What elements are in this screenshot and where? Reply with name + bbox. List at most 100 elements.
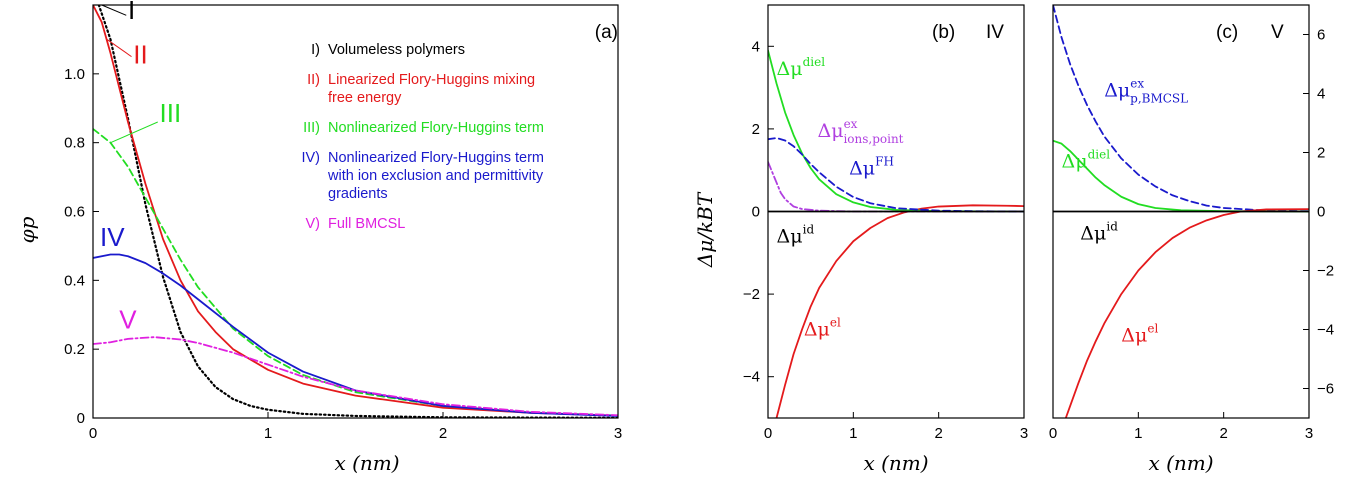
panel-b-y-tick-label: 4 [752, 38, 760, 55]
panel-b: 0 1 2 3 −4 −2 0 2 4 (b) IV Δμ/kBT x (nm) Δμdiel Δ… [693, 4, 1028, 475]
panel-b-case-label: IV [986, 22, 1004, 43]
legend-text: Nonlinearized Flory-Huggins term [328, 120, 544, 136]
panel-a-legend: I) Volumeless polymers II) Linearized Flory… [301, 42, 544, 232]
legend-key: II) [307, 72, 320, 88]
leader-line-i [101, 4, 127, 16]
legend-text: free energy [328, 90, 402, 106]
curve-label-ii: II [133, 40, 147, 70]
panel-b-plot-area [768, 49, 1024, 418]
panel-b-label-ex-ions-point: Δμex ions,point [817, 117, 903, 146]
panel-a-y-axis-label: φp [15, 216, 39, 243]
panel-c-label-diel: Δμdiel [1062, 147, 1111, 172]
panel-a-label: (a) [595, 22, 618, 43]
legend-text: with ion exclusion and permittivity [327, 168, 544, 184]
panel-c-label-el: Δμel [1121, 321, 1158, 346]
panel-c-y-tick-label: 6 [1317, 27, 1325, 44]
leader-line-ii [106, 39, 132, 58]
panel-a-series-iv-line [93, 253, 618, 417]
legend-text: Volumeless polymers [328, 42, 465, 58]
panel-b-x-tick-label: 3 [1020, 425, 1028, 442]
panel-c-series-el-line [1064, 208, 1309, 418]
legend-text: Full BMCSL [328, 216, 405, 232]
legend-item-v: V) Full BMCSL [306, 216, 406, 232]
panel-c-y-tick-label: −2 [1317, 263, 1334, 280]
panel-a-y-tick-label: 0.8 [64, 135, 85, 152]
panel-c-label-id: Δμid [1080, 220, 1118, 245]
curve-label-v: V [119, 305, 137, 335]
legend-key: III) [303, 120, 320, 136]
panel-a-x-axis-label: x (nm) [334, 451, 399, 475]
panel-c-y-tick-label: 4 [1317, 86, 1325, 103]
panel-c-label-ex-p-bmcsl: Δμex p,BMCSL [1104, 76, 1188, 105]
panel-a-y-tick-label: 0.4 [64, 272, 85, 289]
panel-a: 0 1 2 3 0 0.2 0.4 0.6 0.8 1.0 (a) φp x (nm) I) Vol… [15, 0, 622, 475]
panel-c-x-tick-label: 1 [1134, 425, 1142, 442]
panel-c-case-label: V [1271, 22, 1284, 43]
panel-b-x-tick-label: 0 [764, 425, 772, 442]
panel-a-x-tick-label: 2 [439, 425, 447, 442]
panel-a-y-tick-label: 0.6 [64, 204, 85, 221]
panel-c-y-tick-label: 2 [1317, 145, 1325, 162]
panel-a-y-tick-label: 1.0 [64, 66, 85, 83]
curve-label-i: I [128, 0, 135, 25]
panel-c-y-tick-label: 0 [1317, 204, 1325, 221]
panel-a-series-i-line [97, 5, 618, 418]
panel-c-y-tick-label: −4 [1317, 322, 1334, 339]
legend-text: Nonlinearized Flory-Huggins term [328, 150, 544, 166]
panel-b-y-axis-label: Δμ/kBT [693, 191, 717, 268]
panel-a-frame [92, 4, 619, 419]
curve-label-iv: IV [100, 222, 125, 252]
panel-a-series-iii-line [93, 127, 618, 417]
panel-c-series-diel-line [1053, 139, 1309, 213]
panel-c-label: (c) [1216, 22, 1238, 43]
panel-b-curve-labels: Δμdiel Δμex ions,point ΔμFH Δμid Δμel [777, 55, 904, 340]
panel-a-plot-area [93, 5, 618, 418]
panel-a-series-v-line [93, 336, 618, 417]
panel-b-y-tick-label: −4 [743, 369, 760, 386]
panel-a-x-tick-label: 0 [89, 425, 97, 442]
panel-b-series-fh-line [768, 137, 1024, 213]
legend-key: V) [306, 216, 321, 232]
panel-c-curve-labels: Δμex p,BMCSL Δμdiel Δμid Δμel [1062, 76, 1189, 346]
panel-a-series-ii-line [93, 5, 618, 417]
curve-label-iii: III [160, 98, 182, 128]
panel-b-label-el: Δμel [804, 315, 841, 340]
legend-text: gradients [328, 186, 388, 202]
panel-c-series-p-bmcslex-line [1053, 5, 1309, 213]
panel-c-x-tick-label: 2 [1219, 425, 1227, 442]
panel-c-x-tick-label: 3 [1305, 425, 1313, 442]
panel-b-y-tick-label: 2 [752, 121, 760, 138]
panel-a-x-tick-label: 1 [264, 425, 272, 442]
legend-key: I) [311, 42, 320, 58]
panel-a-x-tick-label: 3 [614, 425, 622, 442]
panel-b-x-tick-label: 1 [849, 425, 857, 442]
panel-b-x-tick-label: 2 [934, 425, 942, 442]
panel-c-ticks: 0 1 2 3 −6 −4 −2 0 2 4 6 [1049, 27, 1334, 443]
panel-c-x-tick-label: 0 [1049, 425, 1057, 442]
panel-b-y-tick-label: 0 [752, 204, 760, 221]
legend-item-i: I) Volumeless polymers [311, 42, 465, 58]
panel-b-label-diel: Δμdiel [777, 55, 826, 80]
legend-key: IV) [301, 150, 320, 166]
panel-a-y-tick-label: 0 [77, 410, 85, 427]
panel-b-series-el-line [775, 204, 1024, 418]
panel-b-ticks: 0 1 2 3 −4 −2 0 2 4 [743, 38, 1028, 442]
panel-b-series-ions-pointex-line [768, 161, 1024, 213]
panel-b-y-tick-label: −2 [743, 286, 760, 303]
panel-b-label-fh: ΔμFH [849, 154, 894, 179]
legend-item-iii: III) Nonlinearized Flory-Huggins term [303, 120, 544, 136]
legend-item-iv: IV) Nonlinearized Flory-Huggins term with … [301, 150, 544, 202]
panel-b-label: (b) [932, 22, 955, 43]
panel-c-y-tick-label: −6 [1317, 381, 1334, 398]
panel-b-series-diel-line [768, 49, 1024, 213]
panel-c-plot-area [1053, 5, 1309, 418]
leader-line-iii [110, 121, 158, 144]
panel-c-x-axis-label: x (nm) [1148, 451, 1213, 475]
panel-a-ticks: 0 1 2 3 0 0.2 0.4 0.6 0.8 1.0 [64, 66, 622, 442]
panel-a-y-tick-label: 0.2 [64, 341, 85, 358]
panel-b-x-axis-label: x (nm) [863, 451, 928, 475]
legend-text: Linearized Flory-Huggins mixing [328, 72, 535, 88]
